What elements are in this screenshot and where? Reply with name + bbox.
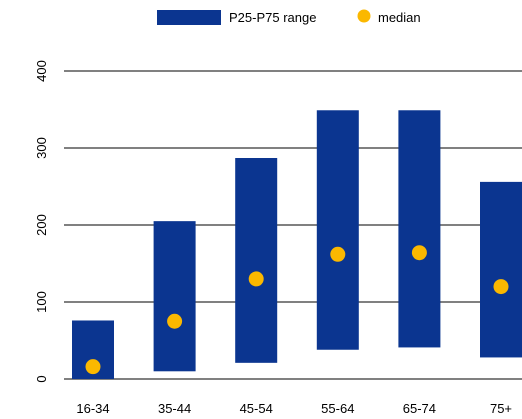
range-bar [480, 181, 522, 358]
range-bar [316, 110, 359, 350]
median-point [411, 245, 427, 261]
y-tick-label: 0 [34, 375, 49, 382]
legend-range-swatch [157, 10, 221, 25]
x-tick-label: 55-64 [321, 401, 354, 416]
median-markers [85, 245, 509, 375]
median-point [330, 246, 346, 262]
y-axis-ticks: 0 100 200 300 400 [34, 60, 49, 382]
y-tick-label: 400 [34, 60, 49, 82]
median-point [493, 279, 509, 295]
y-tick-label: 300 [34, 137, 49, 159]
range-bars [72, 110, 522, 379]
range-bar [235, 158, 278, 363]
range-bar [153, 221, 196, 372]
y-tick-label: 200 [34, 214, 49, 236]
y-tick-label: 100 [34, 291, 49, 313]
median-point [167, 313, 183, 329]
legend-label-median: median [378, 10, 421, 25]
legend: P25-P75 range median [157, 9, 421, 25]
x-tick-label: 35-44 [158, 401, 191, 416]
median-point [248, 271, 264, 287]
x-tick-label: 65-74 [403, 401, 436, 416]
x-tick-label: 75+ [490, 401, 512, 416]
y-gridlines [64, 70, 522, 380]
legend-median-swatch [357, 9, 371, 23]
range-bar [398, 110, 441, 348]
x-tick-label: 16-34 [76, 401, 109, 416]
x-tick-label: 45-54 [240, 401, 273, 416]
legend-label-range: P25-P75 range [229, 10, 316, 25]
median-point [85, 359, 101, 375]
x-axis-ticks: 16-34 35-44 45-54 55-64 65-74 75+ [76, 401, 512, 416]
